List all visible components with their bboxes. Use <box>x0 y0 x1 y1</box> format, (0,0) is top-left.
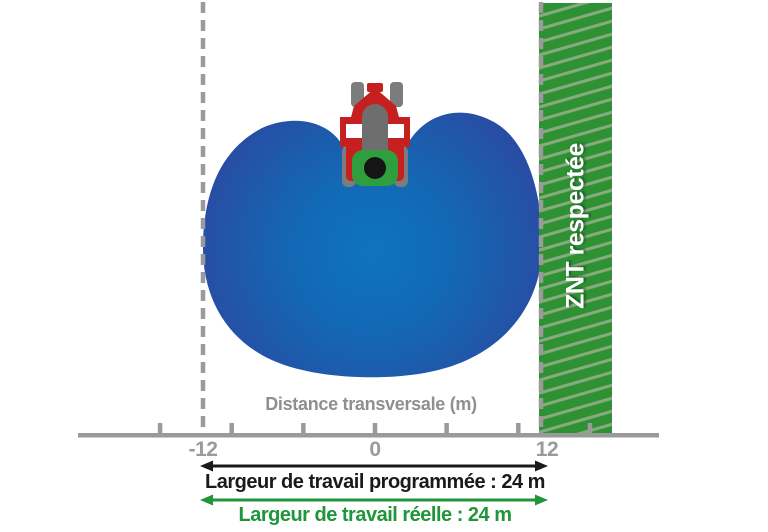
tractor-left-post <box>340 117 346 147</box>
axis-line <box>78 433 659 438</box>
tractor-right-post <box>404 117 410 147</box>
axis-tick <box>587 423 593 434</box>
axis-tick <box>229 423 234 434</box>
front-right-wheel <box>390 82 403 107</box>
programmed-width-label: Largeur de travail programmée : 24 m <box>205 471 545 493</box>
actual-width-label: Largeur de travail réelle : 24 m <box>238 504 512 526</box>
axis-tick <box>301 423 306 434</box>
axis-tick-label: 0 <box>369 438 381 461</box>
axis-tick-marks <box>157 423 593 434</box>
znt-zone <box>539 3 612 434</box>
spread-pattern-blob <box>202 112 543 378</box>
axis-title: Distance transversale (m) <box>265 394 477 414</box>
actual-width-arrow <box>200 494 548 506</box>
tractor-icon <box>340 82 410 187</box>
axis-tick <box>444 423 449 434</box>
spreader-disc <box>364 157 386 179</box>
programmed-width-arrow <box>200 460 548 472</box>
axis-tick <box>157 423 163 434</box>
tractor-nose <box>367 83 383 92</box>
axis-tick <box>372 423 378 434</box>
znt-zone-label: ZNT respectée <box>561 143 590 309</box>
axis-tick-label: 12 <box>535 438 559 461</box>
axis-tick-label: -12 <box>188 438 218 461</box>
axis-tick <box>516 423 521 434</box>
